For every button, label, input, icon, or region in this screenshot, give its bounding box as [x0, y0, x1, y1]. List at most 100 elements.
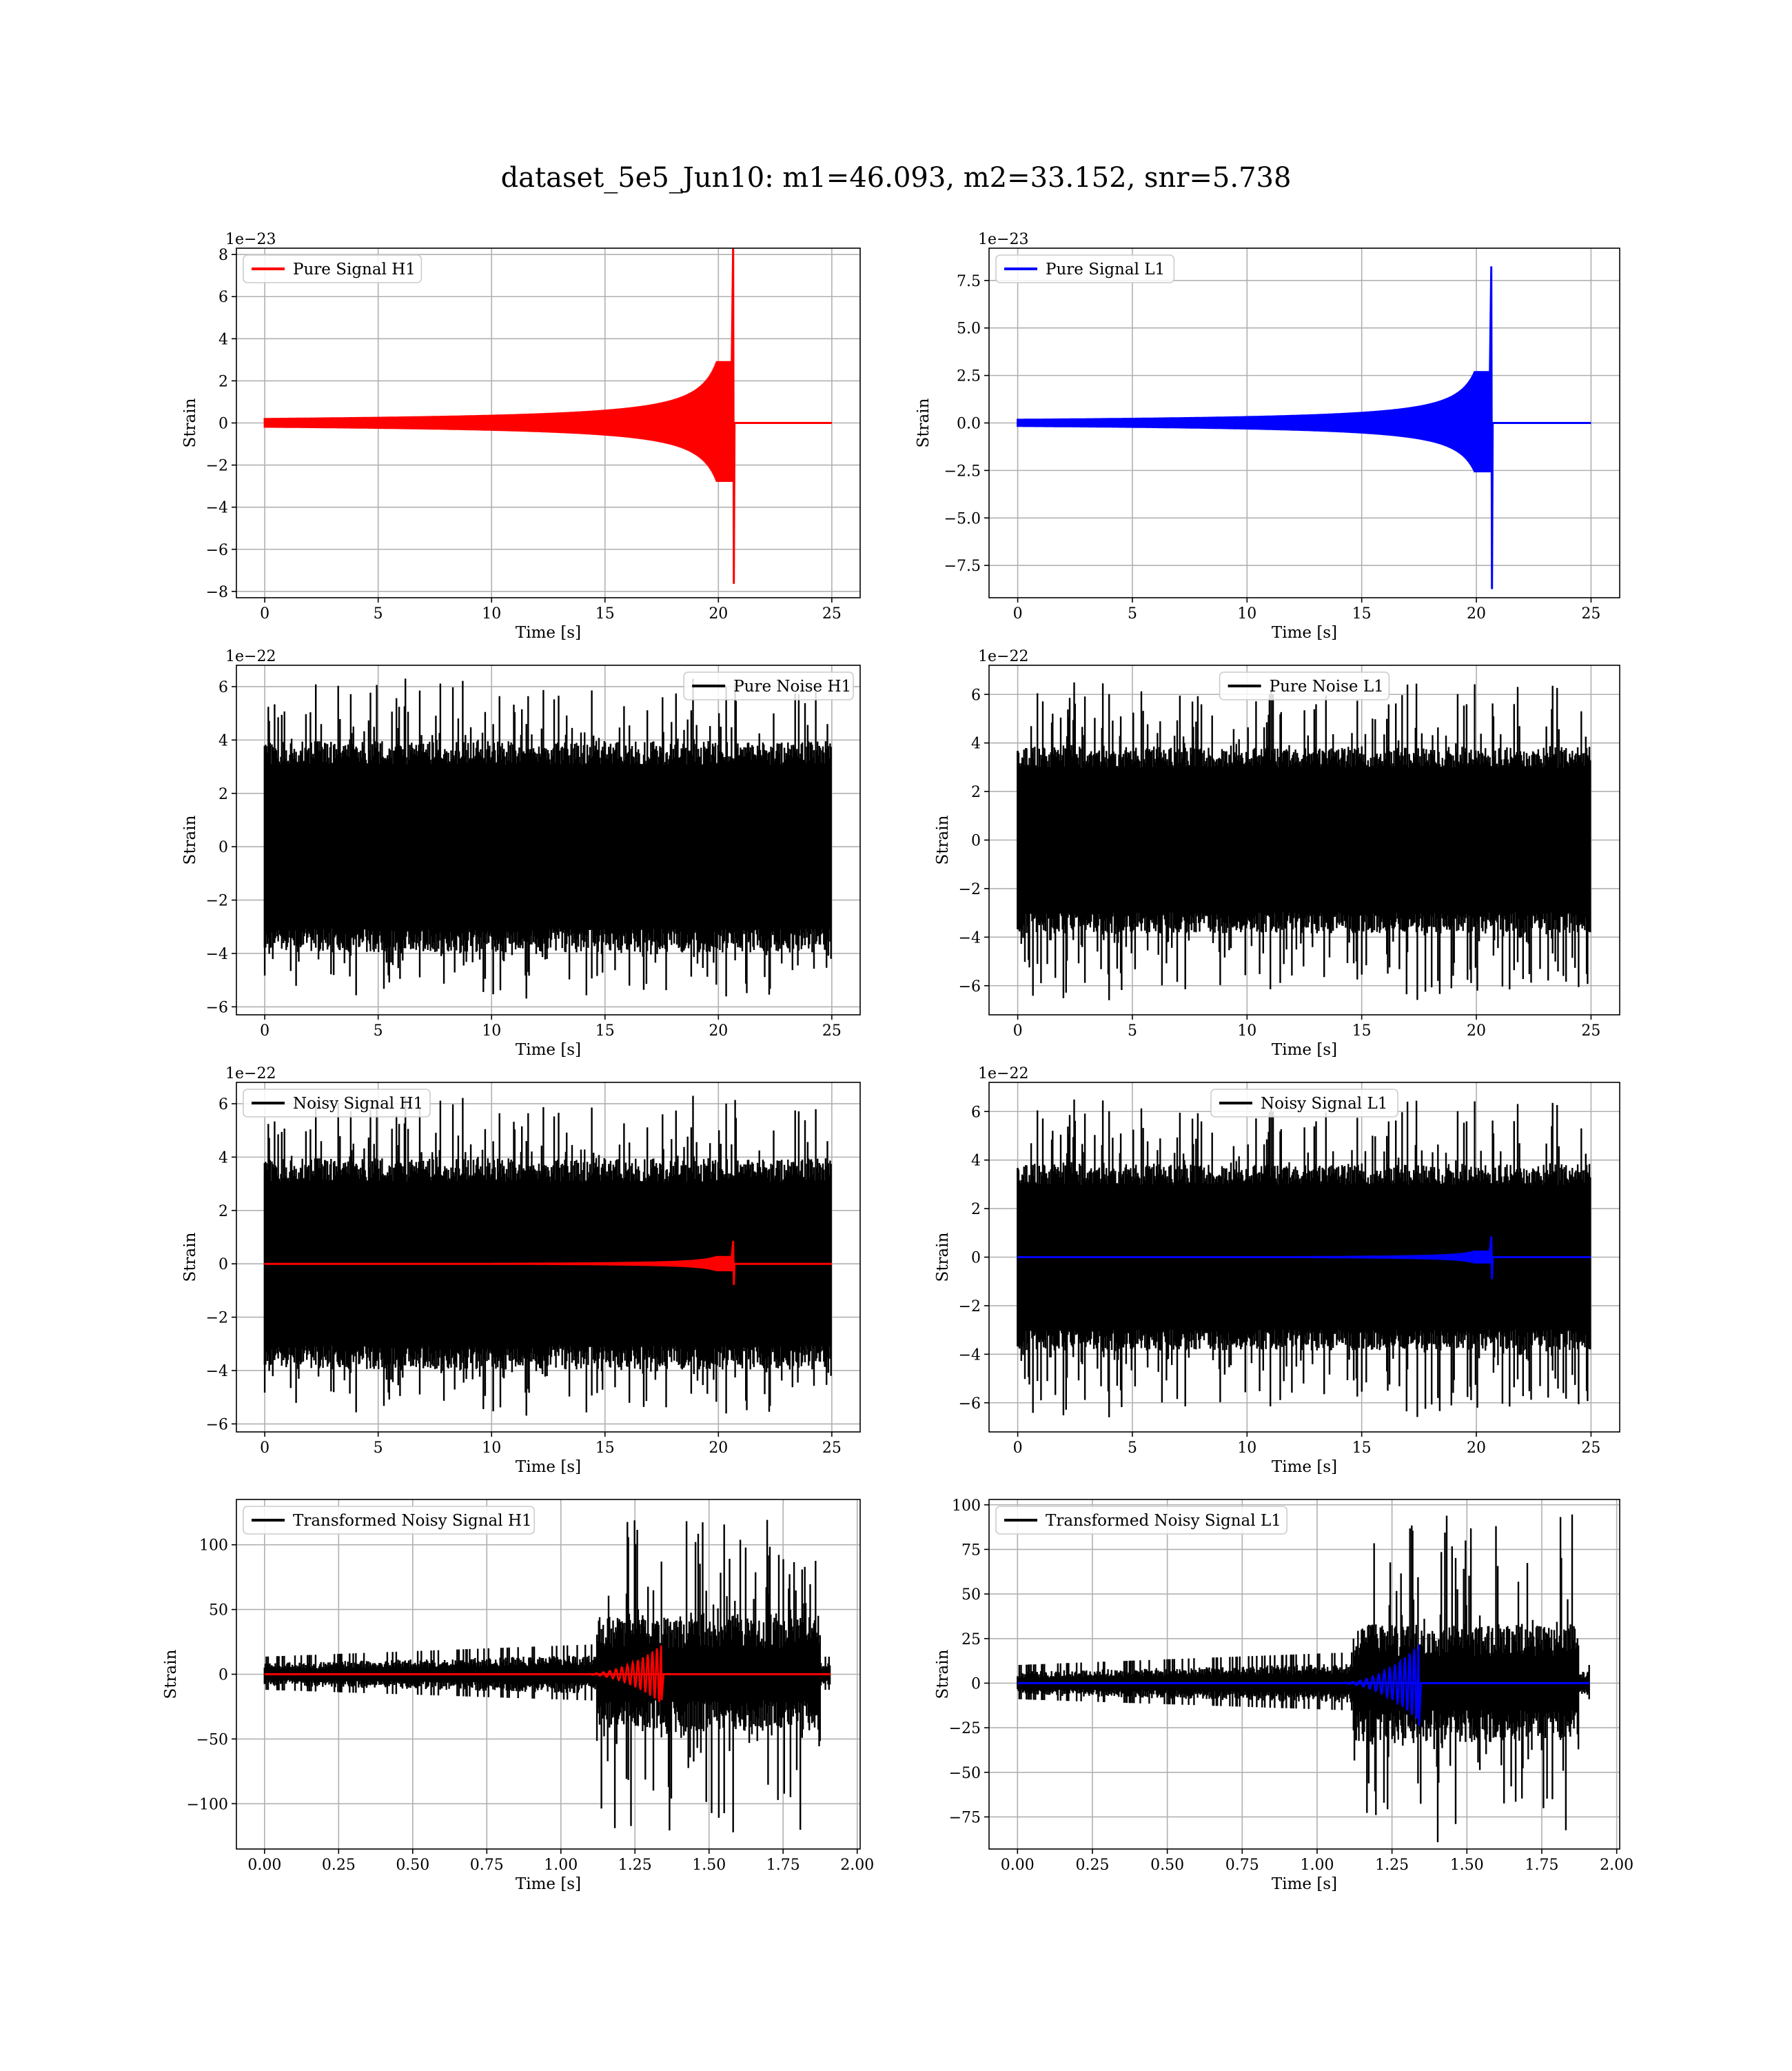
- x-tick-label: 20: [709, 1022, 728, 1040]
- y-tick-label: 100: [952, 1497, 981, 1515]
- x-axis-label: Time [s]: [516, 1041, 581, 1059]
- x-tick-label: 15: [595, 605, 615, 623]
- series-noisy-signal-h1: [263, 1095, 832, 1416]
- y-axis-label: Strain: [181, 815, 199, 865]
- series-pure-noise-l1: [1017, 682, 1591, 1000]
- x-tick-label: 0.50: [1150, 1857, 1184, 1874]
- x-tick-label: 0.25: [322, 1857, 356, 1874]
- y-axis-label: Strain: [915, 398, 933, 447]
- x-tick-label: 1.75: [766, 1857, 800, 1874]
- x-tick-label: 5: [374, 1022, 383, 1040]
- y-tick-label: −4: [959, 929, 981, 947]
- legend-box: [243, 254, 422, 283]
- offset-text: 1e−23: [225, 231, 276, 248]
- axes-frame: [236, 665, 861, 1016]
- signal-overlay-chirp: [1335, 1644, 1423, 1726]
- legend-label: Pure Noise H1: [733, 678, 851, 696]
- y-tick-label: 6: [971, 687, 981, 704]
- series-signal-overlay: [1017, 1236, 1591, 1280]
- legend: Transformed Noisy Signal H1: [243, 1506, 536, 1535]
- x-tick-label: 10: [482, 605, 501, 623]
- x-tick-label: 5: [374, 605, 383, 623]
- legend-label: Pure Noise L1: [1270, 678, 1384, 696]
- y-tick-label: −4: [206, 946, 228, 963]
- plot-area: [263, 678, 832, 999]
- legend: Transformed Noisy Signal L1: [995, 1506, 1288, 1535]
- y-tick-label: 50: [961, 1586, 981, 1604]
- y-tick-label: −6: [206, 1416, 228, 1433]
- y-tick-label: 2: [971, 1201, 981, 1218]
- y-tick-label: 2.5: [957, 368, 981, 385]
- y-tick-label: 6: [218, 679, 228, 696]
- y-tick-label: −6: [206, 999, 228, 1016]
- x-axis-label: Time [s]: [1272, 1875, 1337, 1893]
- y-tick-label: −4: [959, 1346, 981, 1364]
- offset-text: 1e−22: [978, 648, 1028, 665]
- chart-transformed-noisy-signal-l1: 0.00 0.25 0.50 0.75 1.00 1.25 1.50 1.75 2.00 100 7…: [934, 1497, 1633, 1893]
- legend: Pure Signal H1: [243, 254, 422, 283]
- y-tick-label: −2: [959, 881, 981, 898]
- legend-box: [683, 671, 854, 700]
- axes-frame: [988, 1499, 1620, 1850]
- axes-frame: [236, 1082, 861, 1433]
- plot-area: [263, 1095, 832, 1416]
- x-tick-label: 1.25: [1375, 1857, 1409, 1874]
- x-tick-label: 0: [260, 605, 269, 623]
- plot-area: [1017, 1514, 1590, 1843]
- x-tick-label: 20: [1467, 1022, 1486, 1040]
- y-tick-label: 2: [218, 786, 228, 803]
- legend-box: [1210, 1089, 1398, 1118]
- y-axis-label: Strain: [181, 1232, 199, 1282]
- series-transformed-noisy-signal-h1: [263, 1519, 831, 1832]
- x-tick-label: 15: [1352, 1022, 1372, 1040]
- x-tick-label: 0: [1013, 605, 1023, 623]
- legend-box: [243, 1506, 536, 1535]
- y-tick-label: 4: [218, 732, 228, 749]
- y-tick-label: −50: [196, 1731, 228, 1748]
- figure-title: dataset_5e5_Jun10: m1=46.093, m2=33.152,…: [501, 162, 1292, 194]
- y-tick-label: 0.0: [957, 416, 981, 433]
- y-tick-label: −2: [206, 893, 228, 910]
- series-signal-overlay: [263, 1240, 832, 1286]
- x-axis-label: Time [s]: [1272, 1041, 1337, 1059]
- chart-transformed-noisy-signal-h1: 0.00 0.25 0.50 0.75 1.00 1.25 1.50 1.75 2.00 100 5…: [162, 1499, 874, 1893]
- x-tick-label: 5: [1128, 1439, 1137, 1457]
- x-tick-label: 0.25: [1075, 1857, 1109, 1874]
- x-tick-label: 5: [374, 1439, 383, 1457]
- y-tick-label: 75: [961, 1542, 981, 1559]
- legend-box: [995, 1506, 1288, 1535]
- y-tick-label: 50: [209, 1602, 228, 1619]
- x-tick-label: 5: [1128, 605, 1137, 623]
- offset-text: 1e−22: [225, 648, 276, 665]
- x-tick-label: 15: [595, 1439, 615, 1457]
- y-tick-label: −4: [206, 1363, 228, 1380]
- series-pure-signal-h1: [263, 248, 832, 585]
- x-tick-label: 10: [1237, 1022, 1256, 1040]
- legend-label: Noisy Signal H1: [293, 1095, 423, 1113]
- offset-text: 1e−22: [978, 1065, 1028, 1082]
- series-transformed-noisy-signal-l1: [1017, 1514, 1590, 1843]
- y-tick-label: −6: [959, 978, 981, 996]
- x-tick-label: 0: [260, 1022, 269, 1040]
- y-tick-label: 0: [218, 416, 228, 433]
- x-tick-label: 1.00: [544, 1857, 578, 1874]
- x-tick-label: 2.00: [840, 1857, 874, 1874]
- x-tick-label: 0: [1013, 1022, 1023, 1040]
- x-tick-label: 0: [1013, 1439, 1023, 1457]
- series-pure-noise-h1: [263, 678, 832, 999]
- y-tick-label: −2: [206, 1310, 228, 1327]
- y-tick-label: −2.5: [944, 463, 981, 480]
- y-tick-label: 2: [218, 1203, 228, 1220]
- x-tick-label: 25: [822, 1439, 842, 1457]
- x-tick-label: 25: [822, 1022, 842, 1040]
- y-tick-label: 7.5: [957, 273, 981, 290]
- y-tick-label: −2: [206, 458, 228, 475]
- y-tick-label: 4: [971, 1153, 981, 1170]
- y-axis-label: Strain: [181, 398, 199, 447]
- legend-box: [243, 1089, 431, 1118]
- plot-area: [1017, 266, 1591, 589]
- x-tick-label: 10: [1237, 1439, 1256, 1457]
- x-tick-label: 10: [482, 1022, 501, 1040]
